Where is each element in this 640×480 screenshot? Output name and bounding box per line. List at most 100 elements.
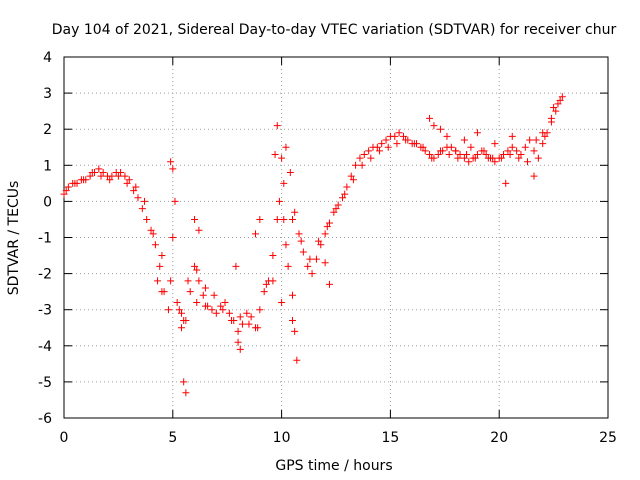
data-point [321, 259, 329, 267]
data-point [173, 298, 181, 306]
data-point [473, 129, 481, 137]
data-point [262, 280, 270, 288]
data-point [245, 320, 253, 328]
data-point [236, 313, 244, 321]
data-point [315, 237, 323, 245]
y-tick-label: 2 [43, 122, 52, 138]
data-point [243, 309, 251, 317]
data-point [282, 143, 290, 151]
data-point [434, 150, 442, 158]
data-point [419, 143, 427, 151]
data-point [558, 93, 566, 101]
data-point [436, 125, 444, 133]
data-point [191, 215, 199, 223]
data-point [138, 205, 146, 213]
x-tick-label: 0 [60, 430, 69, 446]
data-point [169, 165, 177, 173]
y-tick-label: -2 [38, 267, 52, 283]
data-point [147, 226, 155, 234]
data-point [288, 215, 296, 223]
data-point [271, 150, 279, 158]
data-point [308, 270, 316, 278]
data-point [234, 327, 242, 335]
data-point [534, 154, 542, 162]
data-point [517, 150, 525, 158]
data-point [360, 150, 368, 158]
data-point [482, 150, 490, 158]
data-point [491, 140, 499, 148]
x-tick-label: 20 [490, 430, 508, 446]
data-point [210, 291, 218, 299]
data-point [121, 172, 129, 180]
data-point [284, 262, 292, 270]
data-point [291, 208, 299, 216]
data-point [217, 302, 225, 310]
data-point [106, 176, 114, 184]
data-point [436, 147, 444, 155]
data-point [376, 147, 384, 155]
data-point [554, 100, 562, 108]
y-tick-label: -3 [38, 303, 52, 319]
data-point [312, 255, 320, 263]
data-point [356, 154, 364, 162]
data-point [526, 136, 534, 144]
data-point [426, 150, 434, 158]
data-point [547, 114, 555, 122]
data-point [62, 187, 70, 195]
data-point [556, 96, 564, 104]
data-point [251, 230, 259, 238]
data-point [158, 252, 166, 260]
data-point [286, 169, 294, 177]
data-point [332, 205, 340, 213]
data-point [273, 122, 281, 130]
data-point [421, 147, 429, 155]
data-point [178, 324, 186, 332]
y-tick-label: 3 [43, 86, 52, 102]
data-point [452, 147, 460, 155]
data-point [471, 154, 479, 162]
data-point [550, 104, 558, 112]
data-point [114, 172, 122, 180]
data-point [280, 215, 288, 223]
data-point [141, 197, 149, 205]
data-point [236, 345, 244, 353]
data-point [158, 288, 166, 296]
data-point [456, 150, 464, 158]
data-point [132, 183, 140, 191]
data-point [513, 147, 521, 155]
data-point [299, 248, 307, 256]
data-point [201, 284, 209, 292]
data-point [530, 172, 538, 180]
data-point [317, 241, 325, 249]
data-point [269, 252, 277, 260]
data-point [201, 302, 209, 310]
y-tick-label: 1 [43, 158, 52, 174]
data-point [325, 219, 333, 227]
data-point [491, 158, 499, 166]
data-point [64, 183, 72, 191]
x-tick-label: 5 [168, 430, 177, 446]
data-point [193, 266, 201, 274]
y-axis-label: SDTVAR / TECUs [6, 181, 22, 296]
data-point [521, 143, 529, 151]
chart-title: Day 104 of 2021, Sidereal Day-to-day VTE… [52, 22, 617, 38]
data-point [228, 317, 236, 325]
data-point [508, 143, 516, 151]
data-point [484, 154, 492, 162]
data-point [80, 176, 88, 184]
data-point [473, 150, 481, 158]
data-point [330, 208, 338, 216]
data-point [343, 183, 351, 191]
data-point [500, 150, 508, 158]
data-point [321, 230, 329, 238]
data-point [384, 143, 392, 151]
data-point [399, 132, 407, 140]
data-point [167, 277, 175, 285]
data-point [169, 234, 177, 241]
data-point [341, 190, 349, 198]
data-point [275, 197, 283, 205]
data-point [221, 298, 229, 306]
data-point [506, 150, 514, 158]
data-point [539, 129, 547, 137]
